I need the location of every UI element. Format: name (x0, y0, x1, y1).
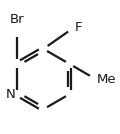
Text: N: N (6, 88, 16, 101)
Text: Br: Br (10, 13, 25, 26)
Text: Me: Me (97, 73, 117, 86)
Text: F: F (75, 21, 83, 34)
